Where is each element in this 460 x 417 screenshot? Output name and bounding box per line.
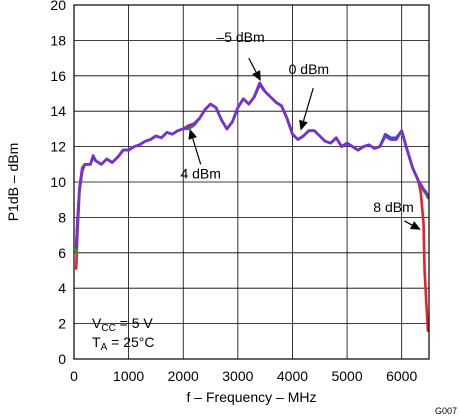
y-tick-label: 4	[58, 280, 66, 296]
plot-frame	[73, 4, 430, 360]
y-tick-label: 8	[58, 209, 66, 225]
series-layer	[74, 81, 430, 333]
y-tick-label: 2	[58, 316, 66, 332]
annotation-0dbm-arrow-line	[302, 88, 314, 122]
y-tick-label: 10	[50, 174, 66, 190]
vcc-sub: CC	[101, 323, 115, 334]
x-tick-label: 2000	[168, 368, 199, 384]
y-axis-title: P1dB – dBm	[5, 143, 21, 222]
x-tick-label: 6000	[386, 368, 417, 384]
ta-main: T	[92, 334, 101, 350]
y-tick-label: 16	[50, 68, 66, 84]
vcc-condition: VCC = 5 V	[92, 315, 153, 334]
y-tick-label: 18	[50, 32, 66, 48]
x-tick-label: 3000	[222, 368, 253, 384]
y-tick-label: 6	[58, 245, 66, 261]
x-tick-label: 0	[70, 368, 78, 384]
annotation-8dbm-arrow-head	[409, 221, 421, 230]
ta-condition: TA = 25°C	[92, 334, 154, 353]
annotation-4dbm-arrow-line	[192, 138, 202, 165]
annotation-8dbm-label: 8 dBm	[373, 199, 413, 215]
vcc-main: V	[92, 315, 102, 331]
ta-sub: A	[101, 342, 108, 353]
y-tick-label: 14	[50, 103, 66, 119]
annotation-minus5dbm-arrow-head	[252, 70, 261, 82]
annotation-0dbm-arrow-head	[299, 119, 308, 131]
series-line-3	[74, 81, 430, 247]
vcc-value: = 5 V	[116, 315, 154, 331]
grid	[74, 5, 429, 359]
annotations: –5 dBm 0 dBm 4 dBm 8 dBm	[180, 29, 421, 230]
annotation-8dbm-arrow-line	[404, 220, 413, 226]
x-tick-label: 4000	[277, 368, 308, 384]
annotation-4dbm-label: 4 dBm	[180, 165, 220, 181]
ta-value: = 25°C	[107, 334, 154, 350]
figure-code: G007	[435, 406, 457, 416]
x-tick-label: 1000	[113, 368, 144, 384]
annotation-minus5dbm-label: –5 dBm	[216, 29, 264, 45]
y-tick-label: 12	[50, 139, 66, 155]
x-axis-title: f – Frequency – MHz	[187, 389, 317, 405]
conditions: VCC = 5 V TA = 25°C	[92, 315, 154, 353]
x-tick-label: 5000	[331, 368, 362, 384]
annotation-4dbm-arrow-head	[188, 128, 198, 140]
annotation-minus5dbm-arrow-line	[248, 57, 257, 73]
annotation-0dbm-label: 0 dBm	[289, 61, 329, 77]
tick-labels: 0 2 4 6 8 10 12 14 16 18 20 0 1000 2000 3000 4000 5000 60…	[50, 0, 417, 384]
y-tick-label: 20	[50, 0, 66, 13]
y-tick-label: 0	[58, 351, 66, 367]
